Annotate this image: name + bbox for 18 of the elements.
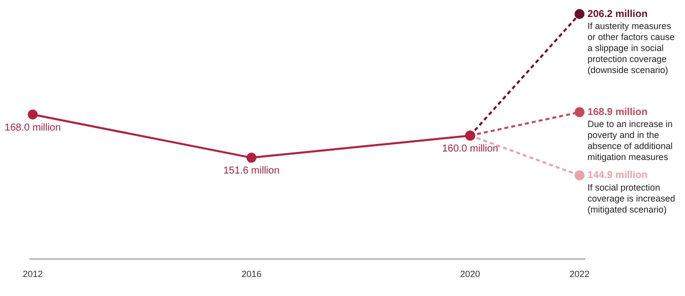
- data-label: 206.2 million: [588, 8, 648, 20]
- x-tick-label: 2012: [22, 269, 43, 280]
- point: [28, 110, 38, 120]
- data-label: 160.0 million: [442, 143, 498, 154]
- series-label: If social protection coverage is increased (mitigated scenario): [588, 182, 676, 214]
- point: [574, 107, 585, 118]
- series-label: If austerity measures or other factors cause a slippage in social protection coverage (downside scenario): [588, 20, 675, 75]
- point: [246, 152, 256, 163]
- series-label: Due to an increase in poverty and in the absence of additional mitigation measures: [588, 119, 673, 162]
- data-label: 168.0 million: [4, 122, 61, 134]
- point: [574, 170, 585, 180]
- data-label: 168.9 million: [588, 106, 648, 118]
- x-tick-label: 2022: [570, 269, 590, 280]
- data-label: 151.6 million: [223, 165, 280, 176]
- x-tick-label: 2020: [460, 269, 480, 280]
- x-tick-label: 2016: [241, 269, 262, 280]
- point: [574, 9, 585, 19]
- data-label: 144.9 million: [588, 170, 648, 182]
